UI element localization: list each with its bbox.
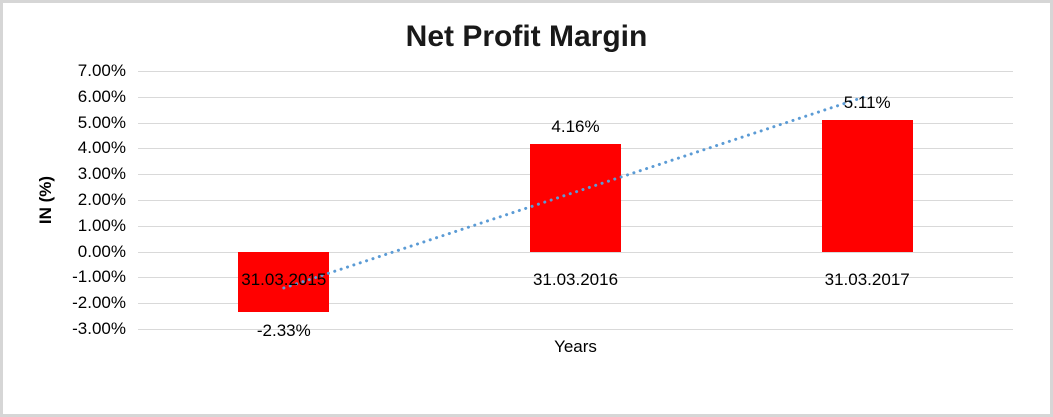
- y-tick-label: -3.00%: [72, 319, 126, 338]
- y-gridline: [138, 71, 1013, 72]
- y-tick-label: 6.00%: [77, 86, 126, 106]
- x-tick-label: 31.03.2015: [241, 269, 327, 289]
- y-gridline: [138, 329, 1013, 330]
- y-tick-label: 4.00%: [77, 138, 126, 158]
- x-tick-label: 31.03.2016: [532, 269, 619, 289]
- bar-31.03.2016: [530, 144, 621, 252]
- data-label: -2.33%: [256, 320, 311, 340]
- data-label: 5.11%: [843, 92, 891, 112]
- y-tick-label: 1.00%: [77, 215, 126, 235]
- y-tick-label: 2.00%: [77, 190, 126, 209]
- y-gridline: [138, 303, 1013, 305]
- data-label: 4.16%: [551, 117, 600, 137]
- y-tick-label: 5.00%: [77, 112, 126, 132]
- x-axis-title: Years: [554, 337, 597, 356]
- x-tick-label: 31.03.2017: [824, 269, 910, 289]
- y-tick-label: -1.00%: [72, 267, 126, 287]
- y-tick-label: 0.00%: [77, 241, 126, 261]
- y-tick-label: 7.00%: [77, 61, 126, 80]
- chart-title: Net Profit Margin: [405, 20, 648, 53]
- bar-31.03.2017: [821, 119, 913, 252]
- y-tick-label: -2.00%: [72, 293, 126, 313]
- y-tick-label: 3.00%: [77, 164, 126, 184]
